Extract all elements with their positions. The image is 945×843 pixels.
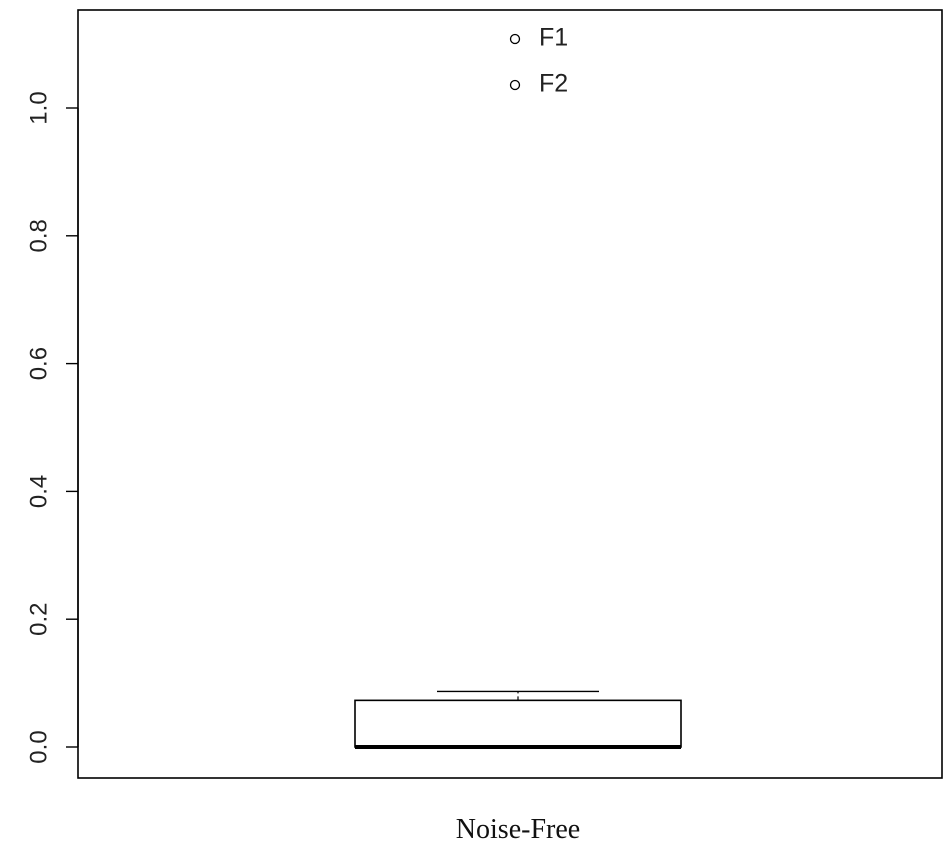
y-tick-label: 0.2 — [25, 603, 52, 636]
x-axis-labels: Noise-Free — [456, 814, 580, 843]
y-tick-label: 0.8 — [25, 219, 52, 252]
box-iqr — [354, 699, 682, 748]
outlier-point — [509, 33, 521, 45]
category-label: Noise-Free — [456, 814, 580, 843]
y-tick-label: 0.6 — [25, 347, 52, 380]
plot-frame — [77, 9, 943, 779]
boxes: F1 F2 — [354, 24, 682, 749]
y-tick-label: 0.4 — [25, 475, 52, 508]
outlier-label: F2 — [539, 70, 568, 98]
y-tick-label: 1.0 — [25, 91, 52, 124]
y-axis-ticks: 0.0 0.2 0.4 0.6 0.8 1.0 — [25, 91, 78, 764]
outlier-point — [509, 79, 521, 91]
y-tick-label: 0.0 — [25, 730, 52, 763]
outlier-label: F1 — [539, 24, 568, 52]
